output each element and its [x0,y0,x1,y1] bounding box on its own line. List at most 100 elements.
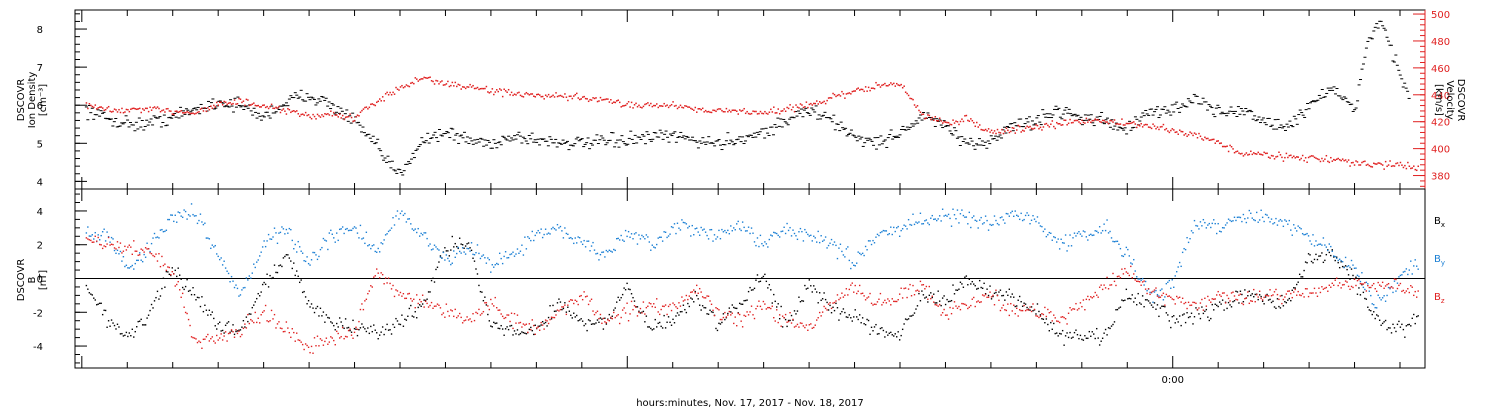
by-point [658,236,661,238]
velocity-point [1173,129,1175,131]
velocity-point [233,99,236,101]
velocity-point [416,78,418,80]
velocity-point [287,107,289,110]
by-point [235,284,237,286]
velocity-point [254,104,257,107]
bx-point [294,274,296,277]
bz-point [678,302,680,304]
velocity-point [848,92,851,94]
density-point [970,140,974,142]
bx-point [884,336,886,338]
by-point [516,248,519,250]
velocity-point [1081,119,1083,122]
bx-point [395,317,397,320]
by-point [1344,256,1347,259]
bx-point [269,274,271,277]
bx-point [136,326,138,328]
bx-point [503,334,505,336]
velocity-point [424,77,427,79]
bx-point [256,297,258,300]
by-point [724,229,726,232]
bx-point [980,286,982,289]
velocity-point [461,86,464,88]
velocity-point [1078,121,1080,123]
velocity-point [1021,129,1024,132]
bx-point [417,306,419,309]
by-point [1244,218,1246,220]
velocity-point [981,129,984,131]
velocity-point [355,115,357,118]
density-point [595,134,599,136]
by-point [1035,220,1037,223]
velocity-point [835,95,837,98]
by-point [842,254,845,256]
velocity-point [907,94,910,97]
bz-point [567,304,569,306]
velocity-point [130,108,132,110]
bz-point [707,295,710,297]
bx-point [195,299,197,301]
velocity-point [736,110,738,112]
bz-point [1002,304,1005,306]
bz-point [253,321,255,324]
velocity-point [1205,137,1208,140]
bz-point [1355,284,1357,287]
by-point [709,229,711,231]
velocity-point [1013,127,1015,130]
velocity-point [1061,124,1064,126]
density-point [617,146,621,148]
by-point [1208,222,1210,225]
by-point [971,216,973,219]
velocity-point [524,93,526,95]
bz-point [1051,320,1053,322]
bz-point [245,327,248,329]
by-point [1181,251,1184,254]
density-point [554,138,558,140]
bx-point [950,299,953,302]
by-point [1304,233,1307,236]
by-point [927,222,929,224]
by-point [1398,276,1400,278]
bz-point [974,305,976,308]
velocity-point [1233,151,1236,154]
velocity-point [863,90,865,93]
bx-point [1368,309,1370,311]
by-point [802,240,805,242]
velocity-point [306,114,308,117]
velocity-point [183,112,185,114]
density-point [980,140,984,142]
bx-point [1387,327,1390,329]
bx-point [1202,312,1205,315]
bx-point [1103,332,1105,334]
bx-point [346,327,348,329]
bz-point [701,296,704,298]
density-point [1407,97,1411,99]
bx-point [749,286,751,289]
velocity-point [300,113,302,116]
bx-point [137,320,139,323]
legend-label: B [1434,254,1441,265]
bz-point [1336,277,1338,279]
velocity-point [1134,123,1137,125]
bz-point [1281,302,1283,305]
bz-point [1189,304,1191,307]
by-point [285,228,288,231]
bz-point [445,303,448,305]
density-point [1289,124,1293,126]
density-point [954,130,958,132]
bz-point [866,297,868,299]
right-tick-label: 480 [1431,37,1450,48]
density-point [480,138,484,140]
velocity-point [1338,158,1341,161]
bx-point [96,304,98,306]
bx-point [1067,336,1070,339]
velocity-point [1224,145,1227,148]
by-point [974,219,976,222]
by-point [165,229,168,231]
by-point [365,231,368,234]
bottom-left-axis-title-line: [nT] [38,270,49,290]
density-point [1139,116,1143,118]
bz-point [304,343,307,345]
velocity-point [901,86,904,89]
bx-point [1158,315,1160,318]
